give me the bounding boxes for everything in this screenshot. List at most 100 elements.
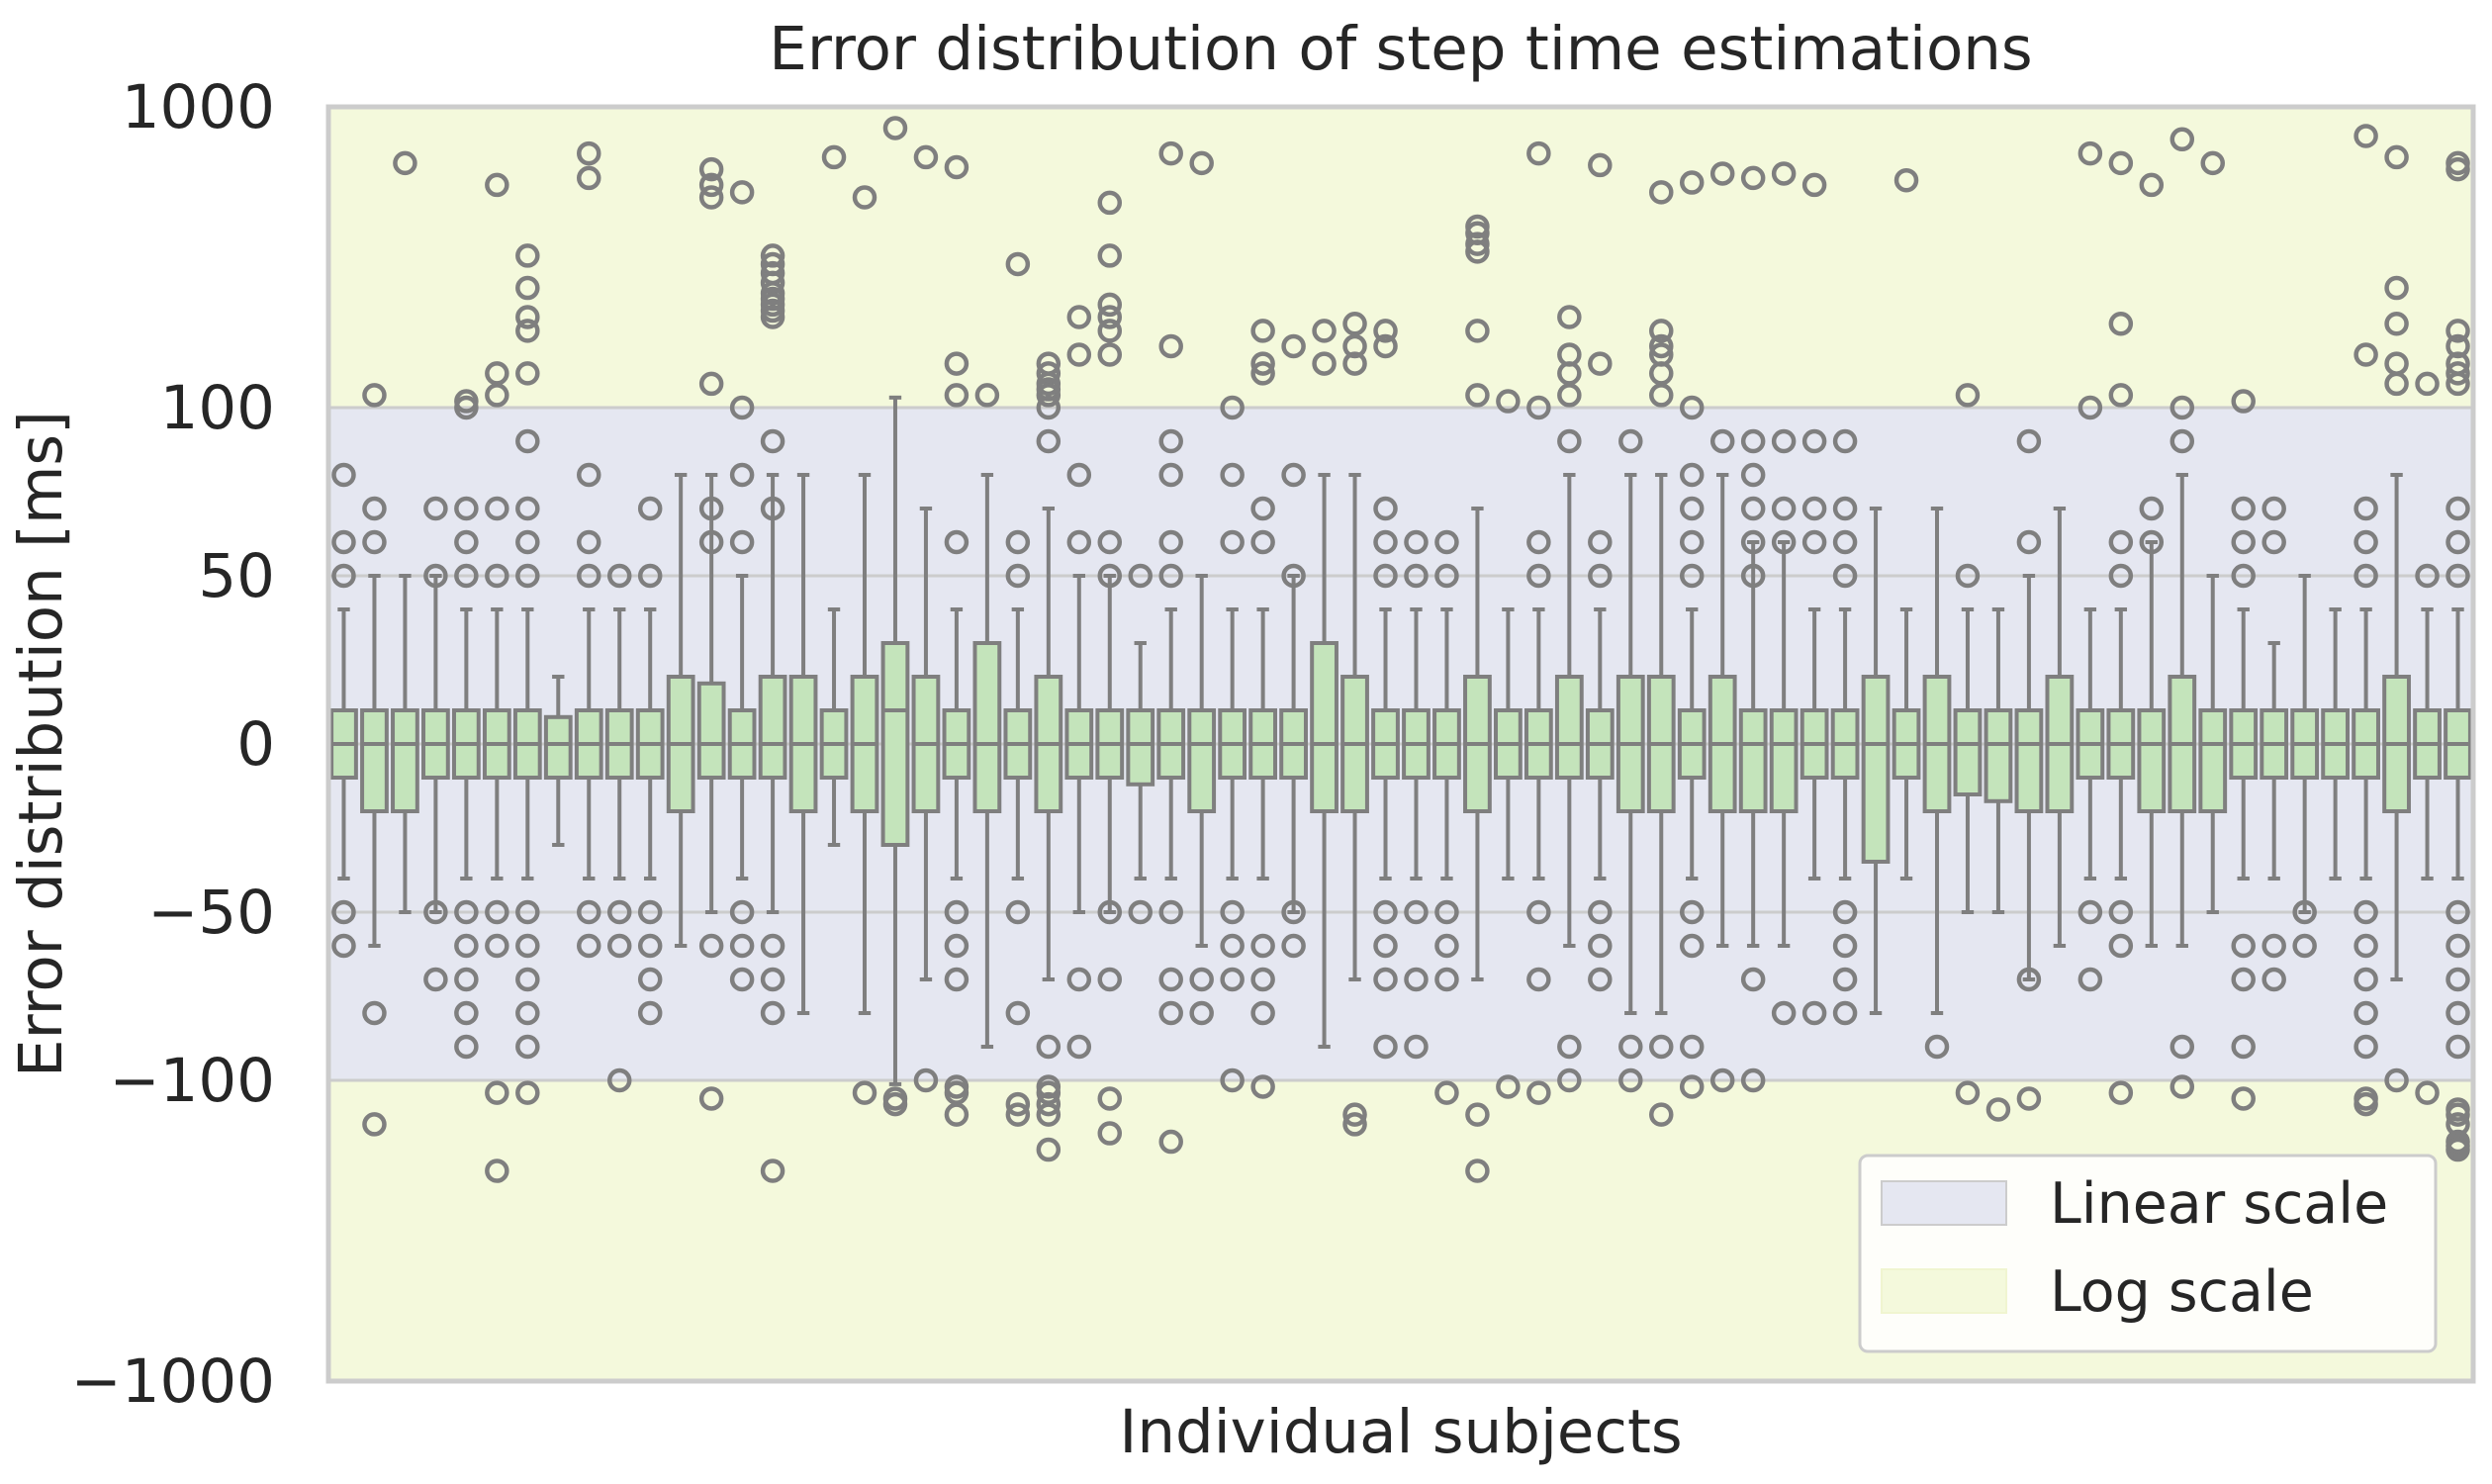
outlier-point xyxy=(2108,150,2134,176)
outlier-point xyxy=(1005,563,1031,589)
outlier-point xyxy=(454,1000,479,1026)
outlier-point xyxy=(1618,1067,1643,1093)
outlier-point xyxy=(515,1034,540,1060)
subject-box xyxy=(574,607,603,881)
outlier-point xyxy=(1588,967,1613,992)
outlier-point xyxy=(1557,428,1582,454)
outlier-point xyxy=(1250,967,1275,992)
outlier-point xyxy=(2354,1034,2378,1060)
outlier-point xyxy=(1771,161,1797,186)
outlier-point xyxy=(1832,1000,1858,1026)
subject-box xyxy=(1523,607,1553,881)
outlier-point xyxy=(1097,1121,1123,1146)
outlier-point xyxy=(1679,933,1705,959)
subject-box xyxy=(880,395,910,1086)
outlier-point xyxy=(760,1159,785,1183)
outlier-point xyxy=(1342,333,1367,359)
subject-box xyxy=(942,607,971,881)
subject-box xyxy=(1279,574,1308,914)
x-axis-label: Individual subjects xyxy=(1119,1397,1682,1467)
outlier-point xyxy=(1740,563,1766,589)
outlier-point xyxy=(577,933,601,959)
outlier-point xyxy=(2354,933,2378,959)
outlier-point xyxy=(331,899,356,925)
outlier-point xyxy=(1679,1074,1705,1099)
outlier-point xyxy=(454,563,479,589)
outlier-point xyxy=(1158,333,1183,359)
outlier-point xyxy=(515,243,540,268)
outlier-point xyxy=(423,899,448,925)
outlier-point xyxy=(2077,140,2103,166)
outlier-point xyxy=(2169,1074,2195,1099)
outlier-point xyxy=(1066,305,1092,329)
outlier-point xyxy=(1588,152,1613,178)
outlier-point xyxy=(1066,342,1092,367)
iqr-box xyxy=(2014,708,2044,813)
outlier-point xyxy=(1158,967,1183,992)
outlier-point xyxy=(1709,161,1735,186)
outlier-point xyxy=(698,496,724,521)
outlier-point xyxy=(1097,967,1123,992)
outlier-point xyxy=(1220,395,1245,420)
subject-box xyxy=(1892,607,1921,881)
outlier-point xyxy=(2415,371,2440,397)
outlier-point xyxy=(606,899,632,925)
outlier-point xyxy=(1679,496,1705,521)
outlier-point xyxy=(515,305,540,329)
outlier-point xyxy=(485,899,509,925)
outlier-point xyxy=(2261,496,2286,521)
outlier-point xyxy=(1465,1159,1490,1183)
outlier-point xyxy=(1465,239,1490,264)
outlier-point xyxy=(1066,967,1092,992)
outlier-point xyxy=(1740,496,1766,521)
subject-box xyxy=(1463,507,1492,981)
outlier-point xyxy=(2231,496,2256,521)
outlier-point xyxy=(1649,1102,1674,1127)
outlier-point xyxy=(1465,319,1490,343)
outlier-point xyxy=(760,305,785,329)
outlier-point xyxy=(454,899,479,925)
outlier-point xyxy=(1557,383,1582,408)
outlier-point xyxy=(1649,180,1674,205)
outlier-point xyxy=(1220,933,1245,959)
outlier-point xyxy=(2354,529,2378,555)
outlier-point xyxy=(1220,899,1245,925)
outlier-point xyxy=(1097,1086,1123,1111)
outlier-point xyxy=(1250,351,1275,376)
outlier-point xyxy=(2077,967,2103,992)
outlier-point xyxy=(2446,1034,2470,1060)
outlier-point xyxy=(1189,150,1214,176)
outlier-point xyxy=(2231,933,2256,959)
subject-box xyxy=(2076,607,2105,881)
outlier-point xyxy=(2384,312,2409,336)
outlier-point xyxy=(1434,933,1459,959)
outlier-point xyxy=(1005,251,1031,277)
outlier-point xyxy=(1373,496,1398,521)
subject-box xyxy=(2413,607,2442,881)
outlier-point xyxy=(2231,1034,2256,1060)
outlier-point xyxy=(2384,275,2409,301)
outlier-point xyxy=(1526,140,1551,166)
outlier-point xyxy=(637,933,663,959)
outlier-point xyxy=(944,351,969,376)
outlier-point xyxy=(2200,150,2225,176)
outlier-point xyxy=(2077,899,2103,925)
outlier-point xyxy=(1649,1034,1674,1060)
subject-box xyxy=(788,473,818,1015)
outlier-point xyxy=(393,150,417,176)
outlier-point xyxy=(2354,563,2378,589)
outlier-point xyxy=(515,563,540,589)
outlier-point xyxy=(974,383,1000,408)
outlier-point xyxy=(1740,428,1766,454)
subject-box xyxy=(819,607,849,847)
outlier-point xyxy=(1649,333,1674,359)
outlier-point xyxy=(2446,933,2470,959)
outlier-point xyxy=(1526,899,1551,925)
outlier-point xyxy=(1005,529,1031,555)
outlier-point xyxy=(2446,1102,2470,1127)
subject-box xyxy=(635,607,665,881)
outlier-point xyxy=(2354,124,2378,148)
subject-box xyxy=(2106,607,2136,881)
outlier-point xyxy=(1740,967,1766,992)
outlier-point xyxy=(1097,243,1123,268)
